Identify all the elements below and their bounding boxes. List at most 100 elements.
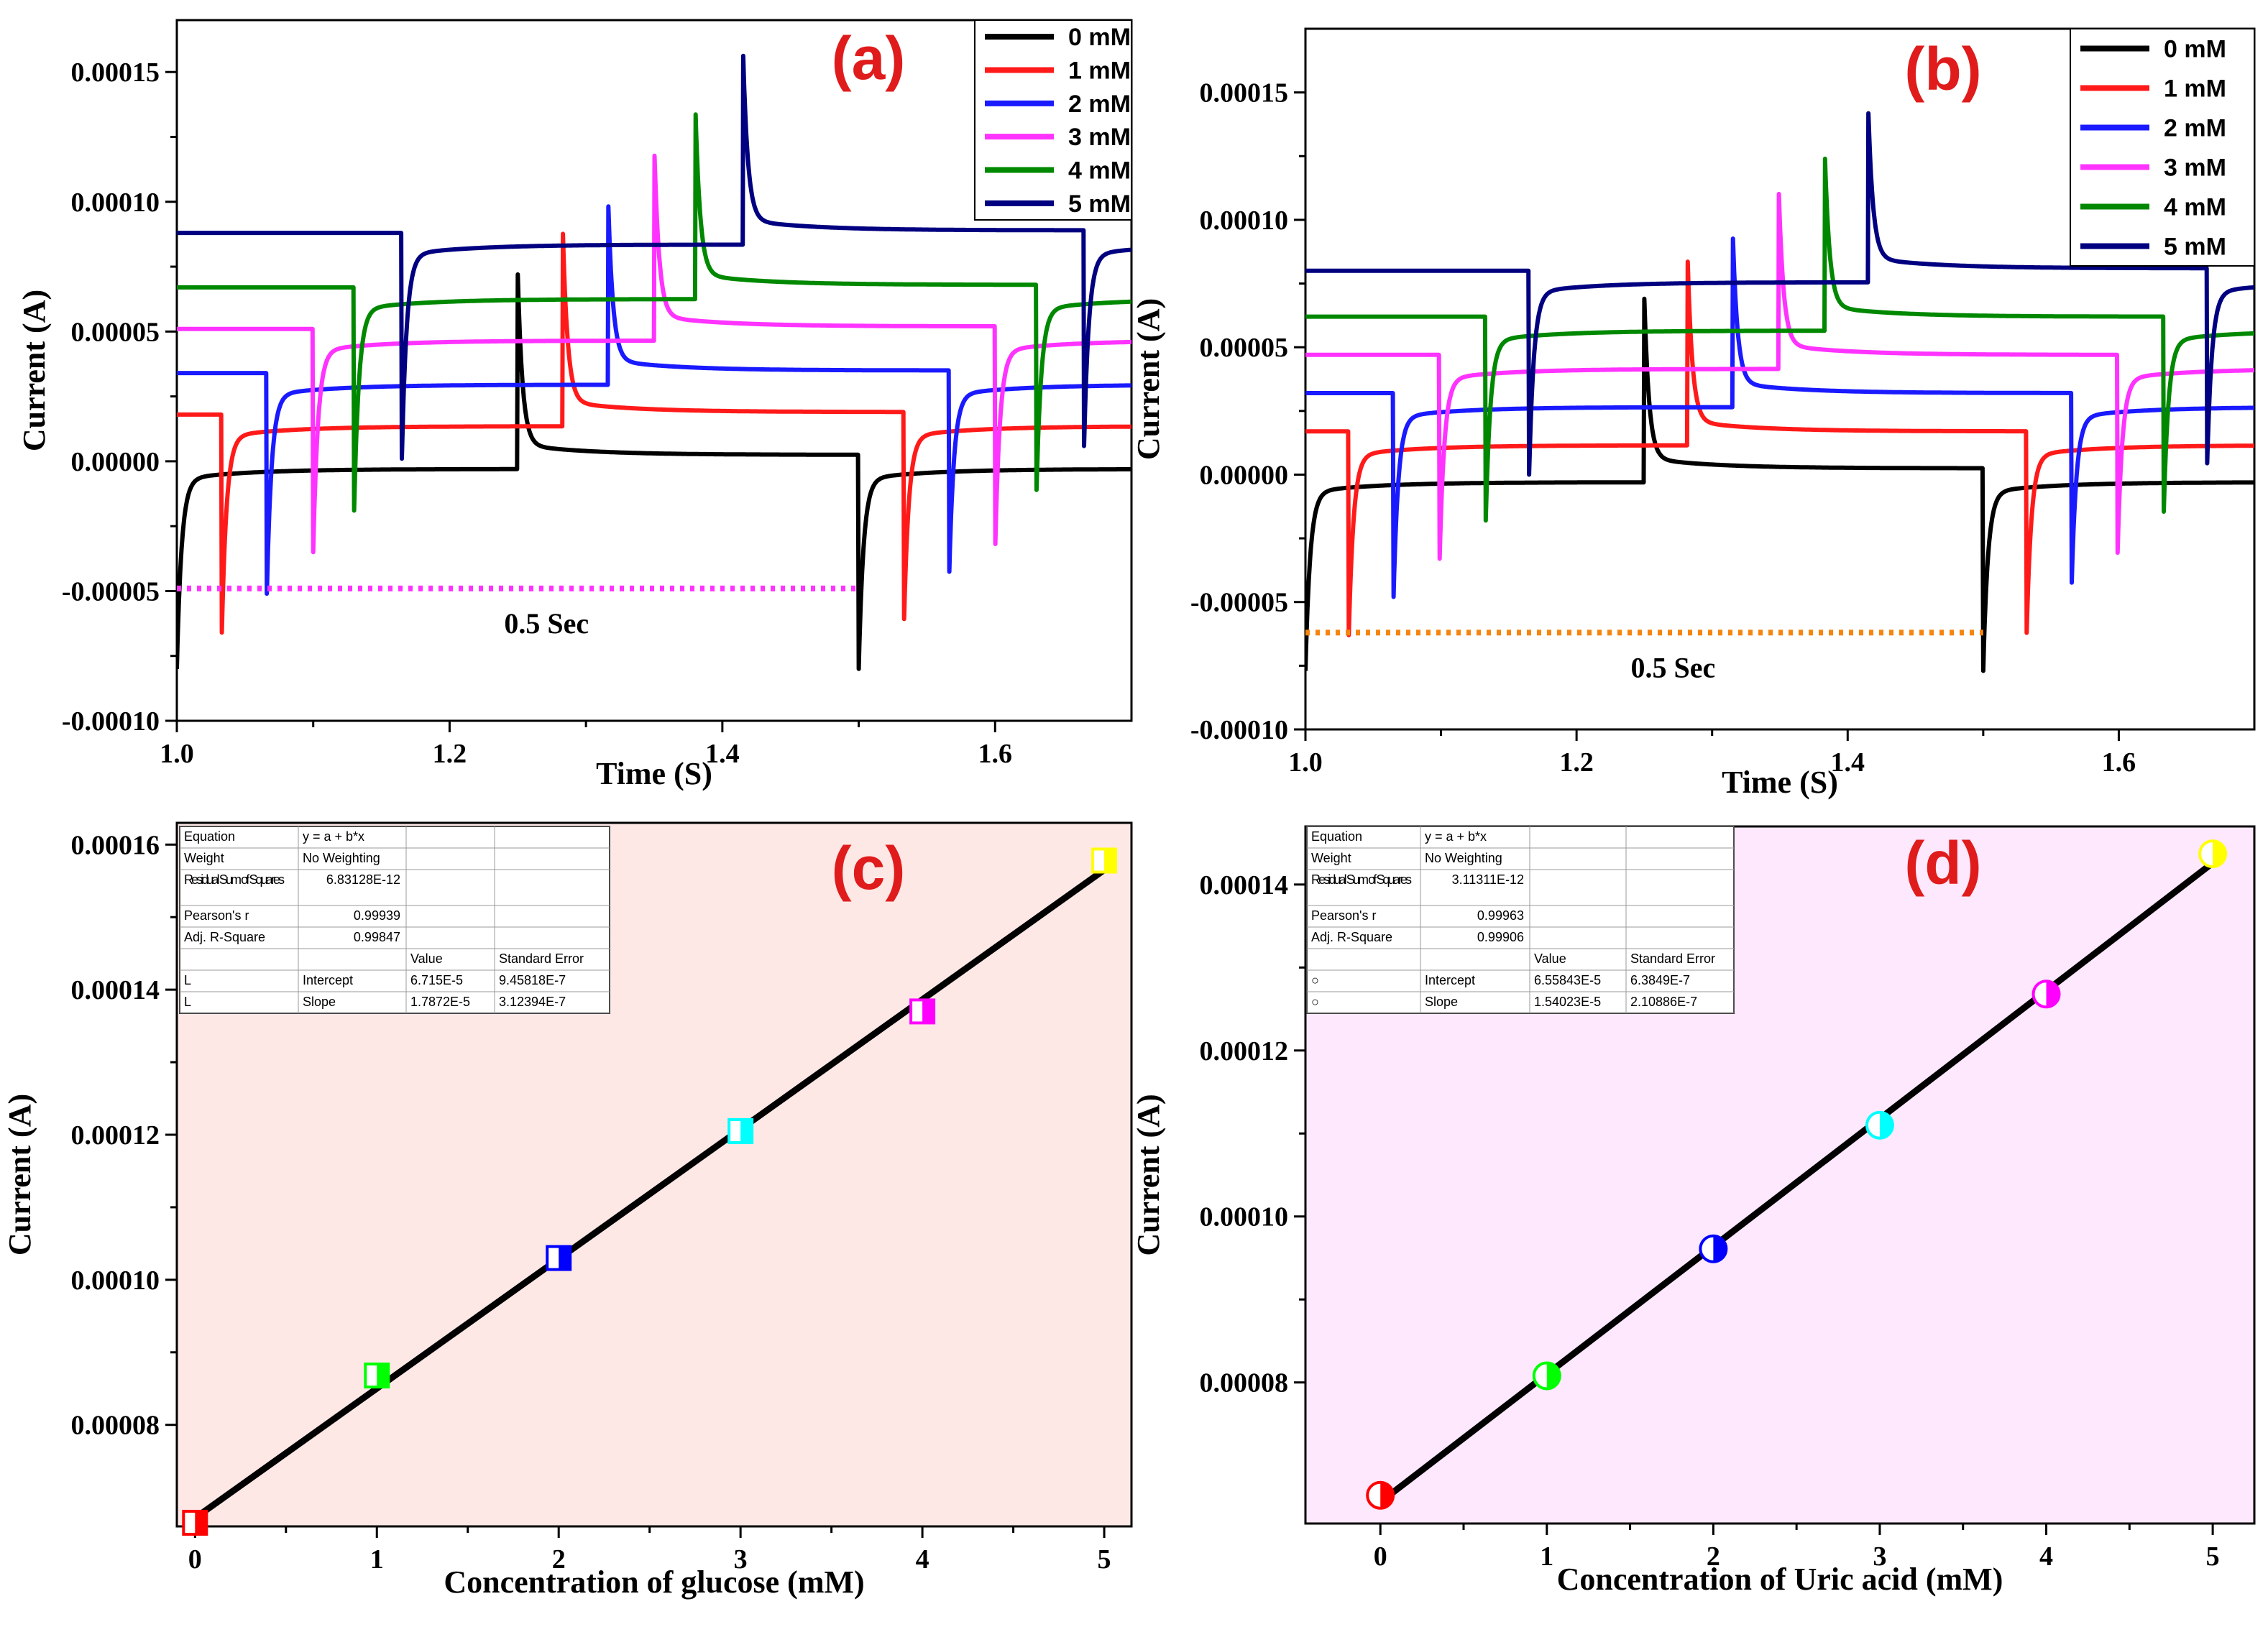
data-point (182, 1509, 208, 1536)
point-half-fill (377, 1364, 389, 1388)
x-tick-label: 1.0 (160, 739, 194, 769)
legend-box (2070, 28, 2255, 267)
fit-table-text: 6.3849E-7 (1630, 973, 1690, 987)
x-axis-label: Time (S) (1722, 765, 1838, 800)
fit-table-text: 6.55843E-5 (1534, 973, 1601, 987)
fit-table-cell (494, 991, 610, 1014)
legend-entry: 3 mM (2164, 155, 2226, 182)
plot-frame (175, 19, 1133, 722)
y-tick-label: -0.00010 (62, 706, 160, 737)
series-line-0mm (177, 272, 1131, 671)
series-line-0mm (1305, 296, 2254, 673)
point-half-fill (559, 1246, 571, 1270)
fit-table-cell (1625, 991, 1735, 1014)
x-tick-label: 5 (1098, 1544, 1111, 1575)
x-tick-label: 0 (188, 1544, 202, 1575)
y-tick-label: 0.00005 (71, 317, 160, 347)
point-half-fill (1546, 1363, 1560, 1389)
y-tick-label: 0.00008 (1200, 1368, 1289, 1398)
data-point (1366, 1480, 1395, 1510)
chart-panel-c: 0 1 2 3 4 5 0.00008 0.00010 0.00012 0.00014 0.0001… (2, 821, 1133, 1600)
series-line-3mm (1305, 191, 2254, 561)
y-tick-label: 0.00005 (1200, 333, 1289, 363)
y-tick-label: 0.00000 (1200, 460, 1289, 490)
fit-table-text: Value (410, 951, 443, 966)
point-half-fill (195, 1511, 207, 1534)
x-tick-label: 2 (552, 1544, 566, 1575)
y-tick-label: -0.00010 (1190, 715, 1288, 745)
legend-entry: 0 mM (2164, 36, 2226, 63)
y-tick-label: 0.00010 (1200, 206, 1289, 236)
fit-table-text: 3.11311E-12 (1452, 872, 1524, 887)
point-half-fill (2046, 981, 2060, 1008)
chart-panel-d: 0 1 2 3 4 5 0.00008 0.00010 0.00012 0.00014 Concen… (1131, 825, 2256, 1597)
x-tick-label: 1.2 (1559, 747, 1594, 778)
series-line-4mm (1305, 156, 2254, 523)
legend-entry: 3 mM (1068, 124, 1131, 151)
fit-table-text: ○ (1311, 973, 1319, 987)
legend-entry: 5 mM (1068, 190, 1131, 218)
x-tick-label: 1 (1540, 1541, 1553, 1572)
fit-table-text: Equation (184, 829, 235, 844)
legend-entry: 0 mM (1068, 24, 1131, 51)
fit-table-text: y = a + b*x (1425, 829, 1487, 844)
panel-label: (d) (1904, 829, 1981, 897)
x-tick-label: 1.0 (1288, 747, 1323, 778)
y-tick-label: 0.00014 (1200, 870, 1289, 900)
series-line-5mm (1305, 111, 2254, 477)
x-tick-label: 1.4 (1831, 747, 1865, 778)
fit-table-text: Weight (184, 851, 224, 865)
fit-table-text: L (184, 995, 191, 1009)
duration-label: 0.5 Sec (1631, 651, 1716, 683)
data-point (2031, 980, 2061, 1009)
data-point (1091, 847, 1118, 874)
fit-table-text: Equation (1311, 829, 1362, 844)
series-line-3mm (177, 153, 1131, 555)
fit-table-text: Residual Sum of Squares (184, 872, 285, 887)
x-axis-label: Concentration of glucose (mM) (444, 1564, 864, 1600)
series-line-5mm (177, 53, 1131, 461)
fit-line (1377, 859, 2216, 1506)
legend-entry: 2 mM (2164, 115, 2226, 142)
duration-label: 0.5 Sec (504, 607, 589, 640)
legend-entry: 4 mM (2164, 194, 2226, 221)
legend-entry: 4 mM (1068, 157, 1131, 185)
fit-table-text: 0.99939 (354, 908, 400, 923)
data-point (2198, 839, 2228, 869)
fit-table-text: No Weighting (1425, 851, 1502, 865)
x-tick-label: 1.2 (433, 739, 467, 769)
series-line-1mm (177, 231, 1131, 635)
x-tick-label: 1.4 (705, 739, 740, 769)
fit-table-text: 1.54023E-5 (1534, 995, 1601, 1009)
x-tick-label: 1 (370, 1544, 384, 1575)
x-axis-label: Time (S) (596, 756, 712, 791)
x-tick-label: 3 (1873, 1541, 1886, 1572)
fit-table (1306, 826, 1735, 1014)
data-point (364, 1363, 390, 1389)
fit-table-text: Slope (1425, 995, 1458, 1009)
fit-table-text: Standard Error (1630, 951, 1715, 966)
y-axis-label: Current (A) (2, 1094, 37, 1255)
fit-table-text: Residual Sum of Squares (1311, 872, 1412, 887)
legend-entry: 2 mM (1068, 91, 1131, 118)
point-half-fill (922, 1000, 935, 1023)
y-tick-label: 0.00016 (71, 830, 160, 860)
x-tick-label: 4 (916, 1544, 929, 1575)
series-line-2mm (1305, 236, 2254, 599)
chart-panel-b: 1.0 1.2 1.4 1.6 -0.00010 -0.00005 0.00000 0.000… (1131, 27, 2256, 800)
y-axis-label: Current (A) (1131, 1094, 1166, 1255)
y-tick-label: 0.00008 (71, 1411, 160, 1441)
fit-table-text: Adj. R-Square (1311, 930, 1392, 944)
chart-panel-a: 1.0 1.2 1.4 1.6 -0.00010 -0.00005 0.00000 0.000… (17, 19, 1133, 791)
legend-entry: 1 mM (2164, 75, 2226, 103)
y-tick-label: 0.00014 (71, 975, 160, 1005)
series-group (177, 53, 1131, 671)
y-tick-label: 0.00012 (1200, 1036, 1289, 1066)
fit-table-text: 0.99963 (1477, 908, 1524, 923)
legend-entry: 1 mM (1068, 57, 1131, 85)
fit-table-text: Standard Error (499, 951, 584, 966)
series-line-4mm (177, 112, 1131, 513)
x-tick-label: 1.6 (978, 739, 1013, 769)
panel-label: (b) (1904, 35, 1981, 103)
